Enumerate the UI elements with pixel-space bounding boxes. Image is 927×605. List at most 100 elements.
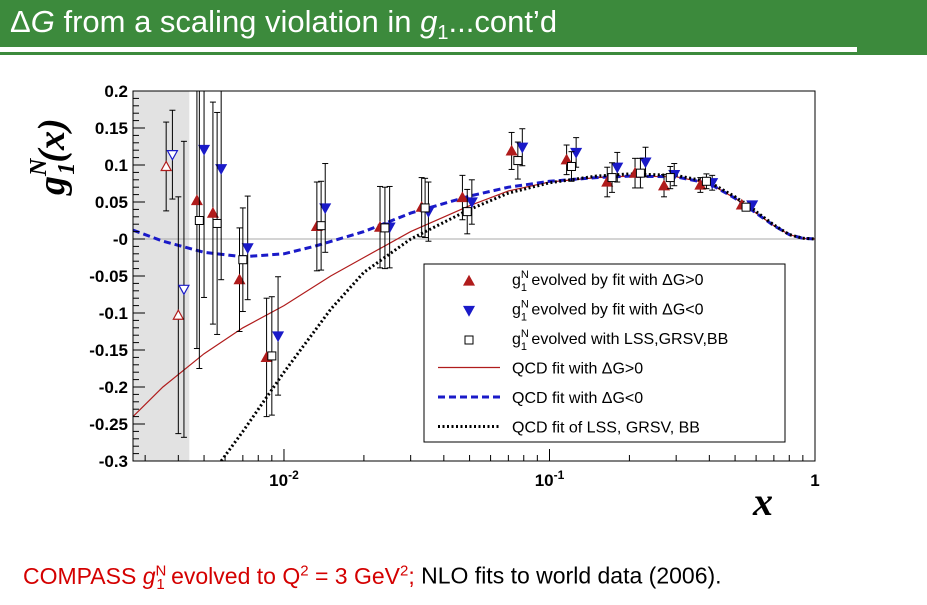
y-tick-label: 0.2 — [104, 82, 128, 101]
legend-text: QCD fit with ΔG<0 — [512, 390, 643, 407]
title-G: G — [30, 4, 55, 39]
legend-text: g — [512, 272, 521, 289]
data-point-tri-down-blue — [639, 157, 652, 169]
data-point-square-open — [665, 173, 675, 183]
legend-sub: 1 — [521, 312, 527, 324]
legend-text: g — [512, 331, 521, 348]
data-point-tri-up-red — [160, 160, 173, 172]
g1-plot: 0.2 0.15 0.1 0.05 -0 -0.05 -0.1 -0.15 -0.2 -0.25 -… — [26, 82, 820, 524]
caption: COMPASS gN1 evolved to Q2 = 3 GeV2; NLO … — [23, 562, 722, 593]
data-point-tri-down-blue — [319, 203, 332, 215]
data-point-tri-up-red — [233, 273, 246, 285]
y-tick-label: -0.15 — [89, 341, 128, 360]
title-g: g — [420, 4, 438, 39]
data-point-tri-down-blue — [241, 243, 254, 255]
legend-rest: evolved with LSS,GRSV,BB — [527, 331, 728, 348]
title-bar: ΔG from a scaling violation in g1...cont… — [0, 0, 927, 55]
data-point-square-open — [267, 351, 277, 361]
slide-title: ΔG from a scaling violation in g1...cont… — [10, 4, 557, 45]
data-point-tri-down-blue — [611, 162, 624, 174]
y-label-arg: (x) — [31, 118, 73, 162]
data-point-square-open — [316, 221, 326, 231]
y-axis-label: gN1(x) — [26, 118, 80, 196]
legend-sub: 1 — [521, 341, 527, 353]
data-point-tri-up-red — [172, 308, 185, 320]
data-point-square-open — [741, 202, 751, 212]
caption-red-eq: = 3 GeV — [308, 562, 400, 589]
legend-entry: QCD fit with ΔG>0 — [512, 361, 643, 378]
title-delta: Δ — [10, 4, 31, 39]
x-tick-exponent: -2 — [288, 468, 299, 482]
y-tick-label: -0.2 — [99, 378, 128, 397]
legend-sup: N — [521, 299, 529, 311]
legend-text: QCD fit of LSS, GRSV, BB — [512, 420, 700, 437]
caption-red-mid: evolved to Q — [164, 562, 301, 589]
x-tick-exponent: -1 — [554, 468, 565, 482]
caption-red-prefix: COMPASS — [23, 562, 143, 589]
data-point-tri-up-red — [658, 179, 671, 191]
legend-marker-tri-up-red — [462, 274, 476, 286]
curve-line-black-dotted — [219, 172, 815, 461]
caption-g-sub: 1 — [156, 576, 165, 594]
title-sub: 1 — [437, 22, 449, 45]
y-tick-label: 0.1 — [104, 156, 128, 175]
legend-rest: evolved by fit with ΔG<0 — [527, 302, 704, 319]
caption-g-sup: N — [155, 562, 167, 579]
data-point-square-open — [701, 176, 711, 186]
caption-red-end: ; — [408, 562, 415, 589]
data-point-tri-down-blue — [198, 144, 211, 156]
legend-marker-tri-down-blue — [462, 305, 476, 317]
caption-g: g — [142, 562, 156, 589]
legend-marker-square-open — [464, 335, 474, 345]
data-point-square-open — [212, 218, 222, 228]
x-tick-label: 1 — [810, 471, 819, 490]
y-tick-label: -0.25 — [89, 415, 128, 434]
data-point-tri-up-red — [560, 153, 573, 165]
legend-entry: gN 1 evolved with LSS,GRSV,BB — [512, 328, 728, 353]
y-tick-label: 0.05 — [95, 193, 128, 212]
data-point-tri-down-blue — [272, 331, 285, 343]
data-point-square-open — [635, 168, 645, 178]
y-tick-label: -0.3 — [99, 452, 128, 471]
data-point-tri-down-blue — [215, 164, 228, 175]
data-point-tri-down-blue — [177, 284, 190, 296]
legend-sup: N — [521, 328, 529, 340]
caption-black-text: NLO fits to world data (2006). — [414, 562, 722, 589]
title-underline — [0, 47, 857, 52]
title-mid: from a scaling violation in — [54, 4, 421, 39]
data-point-tri-down-blue — [166, 150, 179, 161]
legend-text: g — [512, 302, 521, 319]
legend-entry: gN 1 evolved by fit with ΔG<0 — [512, 299, 704, 324]
data-point-square-open — [194, 216, 204, 225]
legend-box — [423, 263, 786, 443]
y-label-g: g — [31, 176, 73, 196]
data-point-square-open — [462, 207, 472, 217]
y-tick-label: -0.1 — [99, 304, 128, 323]
legend-rest: evolved by fit with ΔG>0 — [527, 272, 704, 289]
title-end: ...cont’d — [448, 4, 558, 39]
curve-line-blue-dashed — [133, 174, 815, 259]
legend-entry: QCD fit of LSS, GRSV, BB — [512, 420, 700, 437]
y-label-sup: N — [26, 157, 52, 177]
data-point-tri-down-blue — [465, 197, 478, 209]
data-point-tri-up-red — [505, 144, 518, 156]
x-tick-label: 10-1 — [535, 468, 565, 490]
legend-entry: QCD fit with ΔG<0 — [512, 390, 643, 407]
y-label-sub: 1 — [54, 163, 80, 175]
data-point-tri-down-blue — [570, 147, 583, 159]
data-point-tri-down-blue — [516, 142, 529, 154]
legend-entry: gN 1 evolved by fit with ΔG>0 — [512, 269, 704, 294]
data-point-square-open — [380, 223, 390, 233]
y-tick-label: -0.05 — [89, 267, 128, 286]
data-point-square-open — [607, 173, 617, 183]
legend-sub: 1 — [521, 282, 527, 294]
legend: gN 1 evolved by fit with ΔG>0gN 1 evolved … — [423, 263, 786, 443]
legend-sup: N — [521, 269, 529, 281]
caption-q-sup: 2 — [300, 562, 309, 579]
data-point-square-open — [420, 203, 430, 213]
x-axis-label: x — [752, 479, 773, 524]
data-point-square-open — [513, 156, 523, 166]
y-tick-label: 0.15 — [95, 119, 128, 138]
data-point-tri-up-red — [206, 206, 219, 218]
y-tick-label: -0 — [113, 230, 128, 249]
